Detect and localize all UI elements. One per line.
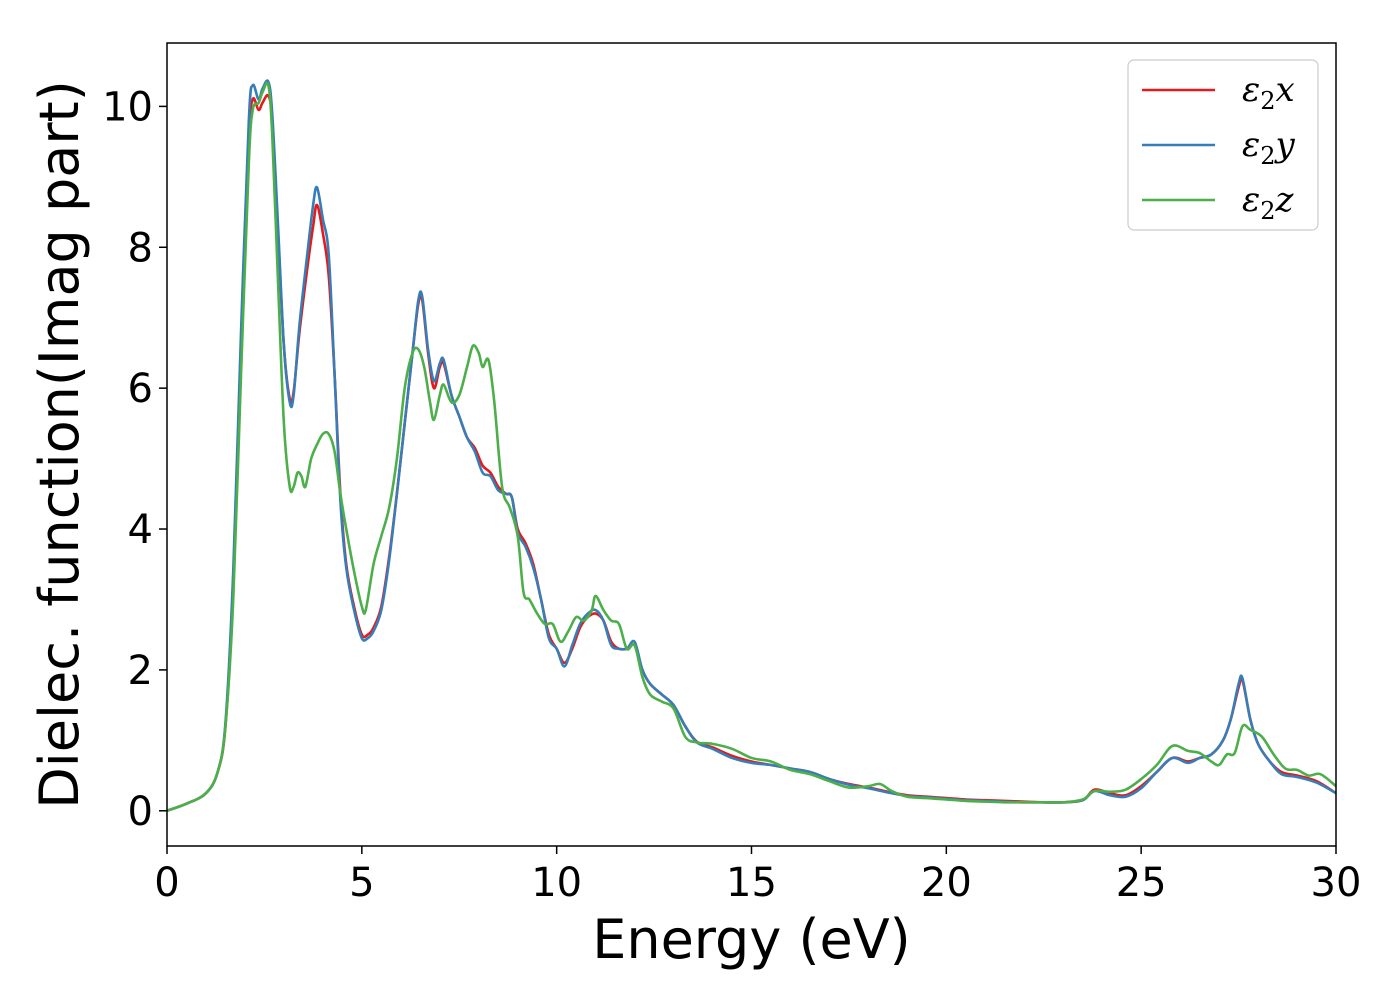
legend-box: [1127, 59, 1319, 231]
x-tick-label: 15: [726, 860, 777, 906]
x-axis-title: Energy (eV): [592, 908, 911, 971]
y-axis: 0 2 4 6 8 10: [102, 84, 167, 835]
y-tick-label: 6: [128, 366, 153, 412]
y-axis-title: Dielec. function(Imag part): [28, 80, 91, 809]
series-line-z: [167, 81, 1336, 813]
legend: ε2x ε2y ε2z: [1127, 59, 1319, 231]
x-tick-label: 20: [921, 860, 972, 906]
legend-label-x: ε2x: [1242, 70, 1295, 115]
y-tick-label: 4: [128, 507, 153, 553]
y-tick-label: 2: [128, 648, 153, 694]
x-axis: 0 5 10 15 20 25 30: [154, 846, 1361, 906]
x-tick-label: 30: [1311, 860, 1362, 906]
y-tick-label: 10: [102, 84, 153, 130]
legend-label-y: ε2y: [1242, 125, 1296, 170]
legend-label-z: ε2z: [1242, 180, 1295, 225]
y-tick-label: 0: [128, 789, 153, 835]
x-tick-label: 25: [1116, 860, 1167, 906]
x-tick-label: 5: [349, 860, 374, 906]
x-tick-label: 10: [531, 860, 582, 906]
series-layer: [167, 79, 1336, 813]
y-tick-label: 8: [128, 225, 153, 271]
x-tick-label: 0: [154, 860, 179, 906]
